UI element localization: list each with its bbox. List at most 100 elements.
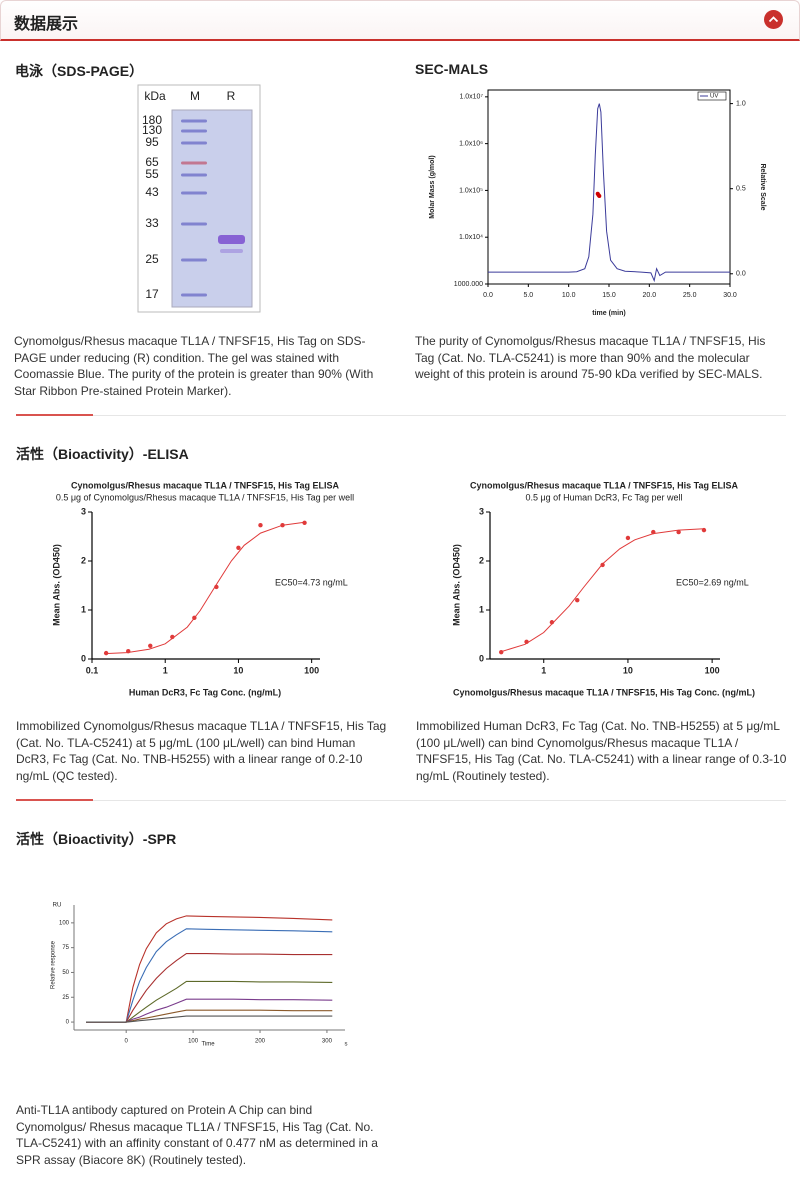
divider [16, 800, 786, 801]
x-tick-label: 15.0 [602, 292, 616, 299]
marker-label: 55 [145, 167, 159, 181]
data-point [302, 520, 307, 525]
data-point [148, 643, 153, 648]
caption: Anti-TL1A antibody captured on Protein A… [16, 1103, 378, 1167]
y-label: Mean Abs. (OD450) [451, 544, 461, 626]
title: Cynomolgus/Rhesus macaque TL1A / TNFSF15… [71, 480, 340, 490]
data-point [701, 527, 707, 533]
x-tick-label: 25.0 [683, 292, 697, 299]
y2-tick-label: 0.5 [736, 186, 746, 193]
collapse-button[interactable] [764, 10, 783, 29]
x-tick-label: 10 [623, 665, 633, 675]
header-title: 数据展示 [14, 16, 79, 33]
x-unit: s [345, 1042, 348, 1048]
x-label: Cynomolgus/Rhesus macaque TL1A / TNFSF15… [453, 687, 755, 697]
data-point [499, 649, 504, 655]
marker-band [181, 161, 207, 165]
data-line [86, 915, 333, 1023]
data-point [524, 639, 529, 645]
x-label: Human DcR3, Fc Tag Conc. (ng/mL) [129, 687, 281, 697]
marker-band [181, 129, 207, 133]
data-point [625, 535, 631, 541]
data-line [86, 1009, 333, 1023]
data-point [103, 650, 109, 656]
y-unit: RU [53, 903, 62, 909]
section-title: 活性（Bioactivity）-ELISA [16, 446, 189, 462]
header-bar [0, 0, 800, 41]
marker-band [181, 141, 207, 145]
lane-label: R [227, 89, 236, 103]
y-label: Mean Abs. (OD450) [51, 544, 61, 626]
x-tick-label: 30.0 [723, 292, 737, 299]
divider-accent [16, 799, 93, 801]
data-point [170, 634, 175, 640]
caption: Cynomolgus/Rhesus macaque TL1A / TNFSF15… [14, 334, 374, 398]
sample-band [218, 235, 245, 244]
y2-tick-label: 0.0 [736, 271, 746, 278]
legend-box [697, 91, 727, 101]
y2-label: Relative Scale [759, 163, 766, 210]
marker-label: 180 [142, 113, 162, 127]
caption: The purity of Cynomolgus/Rhesus macaque … [415, 334, 766, 381]
title: Cynomolgus/Rhesus macaque TL1A / TNFSF15… [470, 480, 739, 490]
y-tick-label: 1.0x10⁴ [459, 234, 483, 241]
divider-accent [16, 414, 93, 416]
data-point [192, 615, 197, 621]
y-tick-label: 75 [62, 945, 69, 951]
y-tick-label: 1.0x10⁶ [459, 140, 483, 147]
data-line [86, 928, 333, 1023]
x-tick-label: 0.1 [86, 665, 99, 675]
marker-band [181, 191, 207, 195]
y-tick-label: 1.0x10⁵ [459, 187, 483, 194]
x-tick-label: 10 [233, 665, 243, 675]
data-line [86, 998, 333, 1023]
data-line [86, 980, 333, 1023]
x-tick-label: 300 [322, 1039, 333, 1045]
data-point [676, 529, 681, 535]
y-tick-label: 0 [479, 653, 484, 663]
x-tick-label: 0 [125, 1039, 129, 1045]
marker-label: 130 [142, 123, 162, 137]
caption: Immobilized Human DcR3, Fc Tag (Cat. No.… [416, 719, 787, 783]
x-tick-label: 100 [705, 665, 720, 675]
section-title: SEC-MALS [415, 61, 489, 77]
x-label: Time [201, 1042, 215, 1048]
data-line [488, 103, 730, 283]
data-point [280, 523, 285, 528]
x-tick-label: 1 [163, 665, 168, 675]
marker-label: 17 [145, 287, 159, 301]
y-label: Molar Mass (g/mol) [429, 155, 436, 218]
section-title: 活性（Bioactivity）-SPR [16, 831, 177, 847]
data-point [258, 523, 263, 528]
y-tick-label: 1 [81, 604, 86, 614]
x-tick-label: 200 [255, 1039, 266, 1045]
legend-label: UV [710, 94, 718, 100]
y-tick-label: 3 [479, 506, 484, 516]
y-tick-label: 1.0x10⁷ [459, 94, 483, 101]
data-point [597, 193, 602, 198]
x-tick-label: 1 [541, 665, 546, 675]
y-tick-label: 25 [62, 995, 69, 1001]
subtitle: 0.5 μg of Human DcR3, Fc Tag per well [525, 492, 682, 502]
marker-label: 43 [145, 185, 159, 199]
x-tick-label: 20.0 [643, 292, 657, 299]
plot-frame [487, 89, 731, 285]
y-tick-label: 0 [66, 1020, 70, 1026]
marker-band [181, 293, 207, 297]
annotation: EC50=2.69 ng/mL [676, 577, 749, 587]
marker-label: 25 [145, 252, 159, 266]
divider [16, 415, 786, 416]
marker-band [181, 222, 207, 226]
data-line [86, 1015, 333, 1023]
marker-label: 95 [145, 135, 159, 149]
sample-band [220, 249, 243, 253]
y-tick-label: 0 [81, 653, 86, 663]
data-line [86, 953, 333, 1023]
data-point [549, 620, 555, 625]
marker-band [181, 119, 207, 123]
x-tick-label: 100 [304, 665, 319, 675]
y-tick-label: 2 [479, 555, 484, 565]
x-tick-label: 100 [188, 1039, 199, 1045]
gel [171, 109, 253, 308]
